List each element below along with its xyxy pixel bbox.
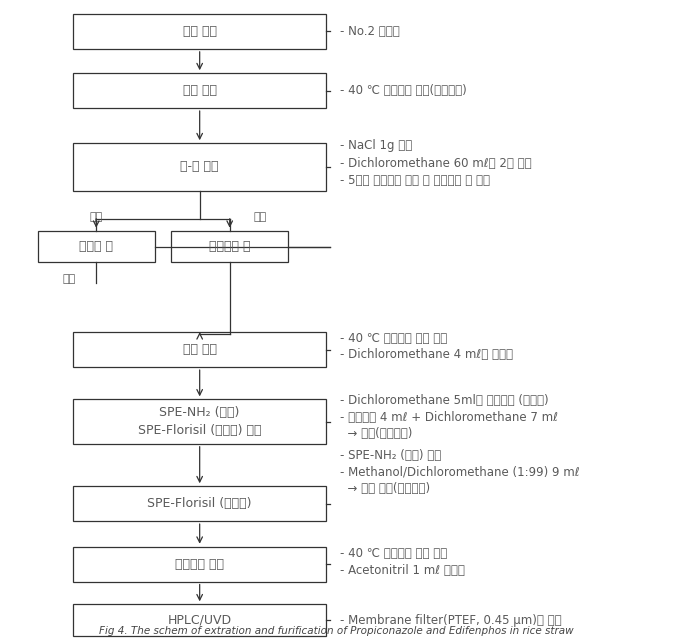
- Text: 흥인 여과: 흥인 여과: [182, 25, 217, 38]
- Text: - 40 ℃ 이하에서 농축(용매제거): - 40 ℃ 이하에서 농축(용매제거): [340, 84, 466, 97]
- Text: - Dichloromethane 5ml를 흘러버림 (활성화): - Dichloromethane 5ml를 흘러버림 (활성화): [340, 394, 548, 407]
- Text: 감압 농축: 감압 농축: [182, 84, 217, 97]
- Text: 감압 농축: 감압 농축: [182, 343, 217, 356]
- Text: - 40 ℃ 이하에서 농축 건고: - 40 ℃ 이하에서 농축 건고: [340, 547, 447, 560]
- Bar: [73, 332, 326, 367]
- Bar: [73, 604, 326, 636]
- Text: - Methanol/Dichloromethane (1:99) 9 mℓ: - Methanol/Dichloromethane (1:99) 9 mℓ: [340, 466, 579, 479]
- Text: - 5분간 격렬하게 진탕 후 정치하여 층 분리: - 5분간 격렬하게 진탕 후 정치하여 층 분리: [340, 174, 490, 187]
- Text: SPE-NH₂ (위쪽)
SPE-Florisil (아래쪽) 연결: SPE-NH₂ (위쪽) SPE-Florisil (아래쪽) 연결: [138, 406, 261, 437]
- Bar: [172, 230, 288, 263]
- Text: SPE-Florisil (아래쪽): SPE-Florisil (아래쪽): [147, 497, 252, 510]
- Text: - 40 ℃ 이하에서 농축 건고: - 40 ℃ 이하에서 농축 건고: [340, 332, 447, 345]
- Text: - No.2 여과지: - No.2 여과지: [340, 25, 400, 38]
- Bar: [73, 486, 326, 521]
- Bar: [73, 546, 326, 582]
- Text: 하층: 하층: [253, 213, 267, 222]
- Text: - Membrane filter(PTEF, 0.45 μm)로 여과: - Membrane filter(PTEF, 0.45 μm)로 여과: [340, 614, 561, 627]
- Text: 액-액 분배: 액-액 분배: [180, 160, 219, 173]
- Text: 질소기류 농축: 질소기류 농축: [175, 558, 224, 571]
- Bar: [73, 14, 326, 49]
- Text: → 받음(자연낙하): → 받음(자연낙하): [340, 427, 412, 440]
- Text: - 검체용액 4 mℓ + Dichloromethane 7 mℓ: - 검체용액 4 mℓ + Dichloromethane 7 mℓ: [340, 412, 558, 424]
- Text: 상층: 상층: [90, 213, 103, 222]
- Text: 유기용매 층: 유기용매 층: [209, 240, 250, 253]
- Bar: [38, 230, 155, 263]
- Bar: [73, 73, 326, 108]
- Text: Fig 4. The schem of extration and furification of Propiconazole and Edifenphos i: Fig 4. The schem of extration and furifi…: [99, 626, 574, 636]
- Text: - Dichloromethane 4 mℓ에 재용해: - Dichloromethane 4 mℓ에 재용해: [340, 348, 513, 361]
- Text: 버림: 버림: [63, 274, 76, 284]
- Text: HPLC/UVD: HPLC/UVD: [168, 614, 232, 627]
- Text: - NaCl 1g 첨가: - NaCl 1g 첨가: [340, 139, 412, 153]
- Text: - Dichloromethane 60 mℓ씩 2회 분배: - Dichloromethane 60 mℓ씩 2회 분배: [340, 157, 532, 169]
- Text: - SPE-NH₂ (위쪽) 제거: - SPE-NH₂ (위쪽) 제거: [340, 449, 441, 462]
- Bar: [73, 399, 326, 444]
- Text: → 이어 받음(자연낙하): → 이어 받음(자연낙하): [340, 482, 430, 495]
- Bar: [73, 143, 326, 191]
- Text: 수용액 층: 수용액 층: [79, 240, 113, 253]
- Text: - Acetonitril 1 mℓ 재용해: - Acetonitril 1 mℓ 재용해: [340, 564, 465, 577]
